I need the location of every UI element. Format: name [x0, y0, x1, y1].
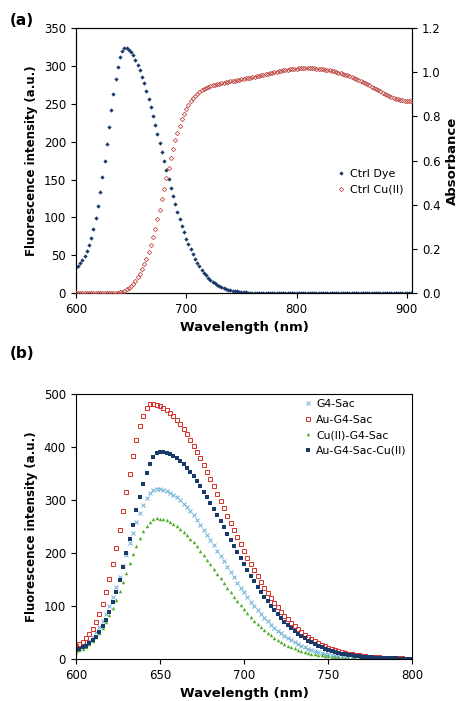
Text: (a): (a)	[9, 13, 34, 27]
Au-G4-Sac	[278, 607, 284, 615]
Y-axis label: Fluorescence intensity (a.u.): Fluorescence intensity (a.u.)	[25, 431, 38, 622]
G4-Sac	[154, 485, 159, 494]
Ctrl Cu(II)	[353, 74, 359, 83]
Cu(II)-G4-Sac	[278, 638, 284, 646]
G4-Sac	[410, 655, 415, 663]
Line: Ctrl Dye: Ctrl Dye	[74, 46, 413, 294]
Au-G4-Sac	[312, 637, 318, 646]
Au-G4-Sac	[161, 404, 166, 412]
Au-G4-Sac-Cu(II)	[231, 542, 237, 550]
Au-G4-Sac	[97, 610, 102, 618]
X-axis label: Wavelength (nm): Wavelength (nm)	[180, 321, 309, 334]
Y-axis label: Absorbance: Absorbance	[447, 116, 459, 205]
Ctrl Dye	[121, 43, 127, 52]
Cu(II)-G4-Sac	[410, 655, 415, 663]
Au-G4-Sac-Cu(II)	[312, 640, 318, 648]
G4-Sac	[278, 629, 284, 638]
Line: Au-G4-Sac-Cu(II): Au-G4-Sac-Cu(II)	[74, 450, 414, 660]
Cu(II)-G4-Sac	[329, 653, 335, 661]
Line: Cu(II)-G4-Sac: Cu(II)-G4-Sac	[74, 517, 414, 660]
Au-G4-Sac-Cu(II)	[73, 646, 79, 654]
Cu(II)-G4-Sac	[161, 515, 166, 524]
X-axis label: Wavelength (nm): Wavelength (nm)	[180, 687, 309, 700]
Ctrl Cu(II)	[311, 64, 317, 73]
Ctrl Cu(II)	[305, 64, 310, 72]
Legend: G4-Sac, Au-G4-Sac, Cu(II)-G4-Sac, Au-G4-Sac-Cu(II): G4-Sac, Au-G4-Sac, Cu(II)-G4-Sac, Au-G4-…	[303, 400, 407, 456]
Au-G4-Sac	[410, 655, 415, 663]
Cu(II)-G4-Sac	[154, 514, 159, 522]
Legend: Ctrl Dye, Ctrl Cu(II): Ctrl Dye, Ctrl Cu(II)	[337, 169, 403, 195]
Cu(II)-G4-Sac	[312, 650, 318, 658]
Line: Au-G4-Sac: Au-G4-Sac	[74, 402, 414, 660]
Line: G4-Sac: G4-Sac	[74, 487, 414, 660]
Line: Ctrl Cu(II): Ctrl Cu(II)	[74, 67, 413, 294]
Au-G4-Sac-Cu(II)	[278, 614, 284, 622]
G4-Sac	[231, 573, 237, 582]
Ctrl Dye	[95, 202, 101, 210]
Au-G4-Sac-Cu(II)	[410, 655, 415, 663]
Au-G4-Sac	[329, 645, 335, 653]
Ctrl Dye	[73, 263, 79, 271]
Au-G4-Sac	[150, 400, 156, 408]
G4-Sac	[73, 646, 79, 654]
G4-Sac	[312, 647, 318, 655]
Ctrl Cu(II)	[221, 79, 227, 87]
Cu(II)-G4-Sac	[231, 592, 237, 601]
Y-axis label: Fluorescence intensity (a.u.): Fluorescence intensity (a.u.)	[25, 65, 38, 256]
Ctrl Dye	[409, 289, 414, 297]
Ctrl Cu(II)	[95, 289, 101, 297]
Au-G4-Sac-Cu(II)	[329, 647, 335, 655]
Au-G4-Sac	[73, 642, 79, 651]
Au-G4-Sac-Cu(II)	[161, 448, 166, 456]
Ctrl Dye	[353, 289, 359, 297]
Cu(II)-G4-Sac	[97, 629, 102, 637]
Ctrl Cu(II)	[117, 288, 123, 297]
Ctrl Dye	[117, 53, 123, 62]
Ctrl Dye	[311, 289, 317, 297]
Au-G4-Sac-Cu(II)	[97, 628, 102, 637]
G4-Sac	[329, 651, 335, 659]
Ctrl Cu(II)	[409, 97, 414, 105]
Au-G4-Sac	[231, 526, 237, 534]
Ctrl Cu(II)	[73, 289, 79, 297]
G4-Sac	[97, 623, 102, 632]
Au-G4-Sac-Cu(II)	[157, 448, 163, 456]
Cu(II)-G4-Sac	[73, 648, 79, 656]
Ctrl Cu(II)	[406, 97, 412, 105]
Ctrl Dye	[223, 285, 229, 293]
G4-Sac	[161, 486, 166, 494]
Text: (b): (b)	[9, 346, 34, 360]
Ctrl Dye	[406, 289, 412, 297]
